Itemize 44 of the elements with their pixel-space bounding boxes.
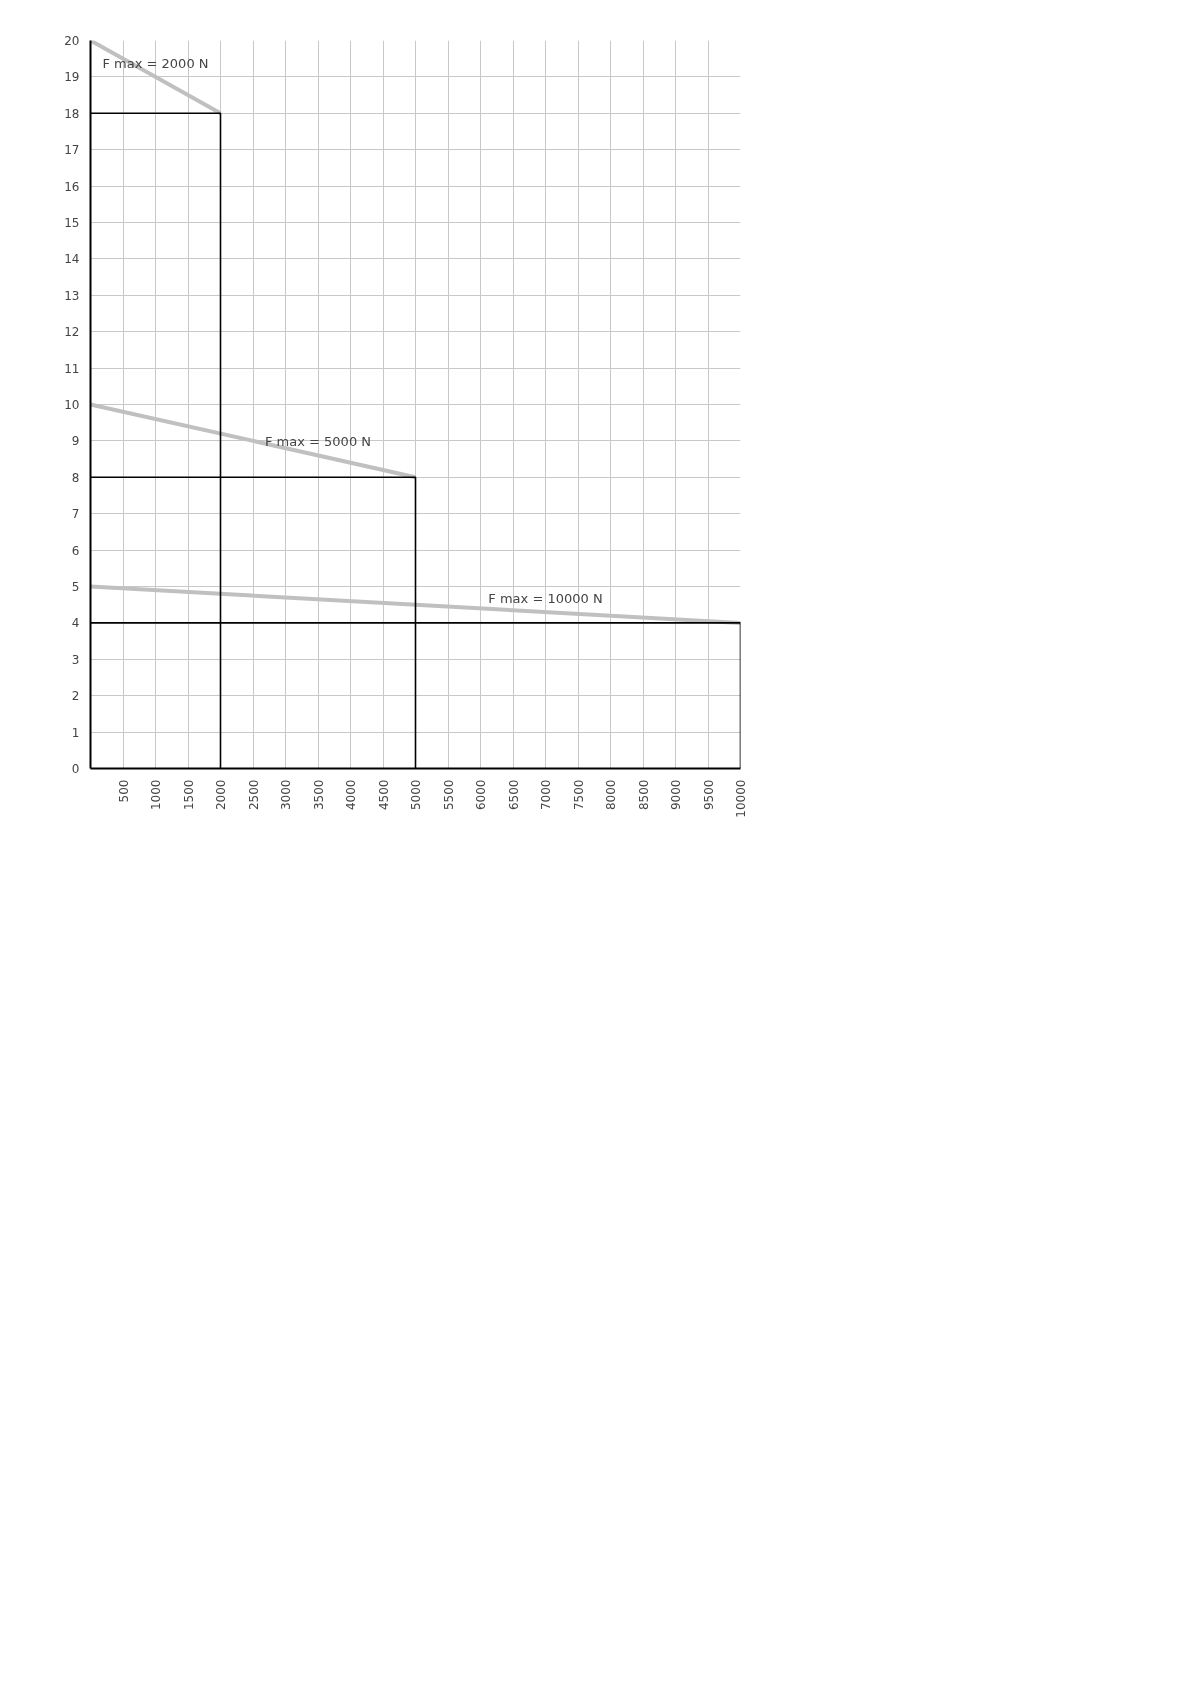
y-tick-label: 12 — [64, 325, 80, 340]
x-tick-label: 9000 — [669, 779, 683, 811]
x-tick-label: 1000 — [149, 779, 163, 811]
x-tick-label: 3000 — [279, 779, 293, 811]
x-tick-label: 2500 — [246, 779, 261, 811]
y-tick-label: 13 — [64, 288, 80, 303]
x-tick-label: 1500 — [181, 779, 196, 811]
x-tick-label: 8000 — [604, 779, 618, 811]
y-tick-label: 6 — [71, 543, 80, 558]
y-tick-label: 19 — [64, 70, 80, 85]
x-tick-label: 2000 — [214, 779, 228, 811]
x-tick-label: 6500 — [506, 779, 521, 811]
x-tick-label: 500 — [116, 779, 131, 803]
x-tick-label: 4000 — [344, 779, 358, 811]
x-tick-label: 7000 — [539, 779, 553, 811]
y-tick-label: 20 — [64, 34, 80, 48]
x-tick-label: 6000 — [474, 779, 488, 811]
y-tick-label: 0 — [71, 762, 80, 776]
y-tick-label: 10 — [64, 398, 80, 412]
y-tick-label: 4 — [71, 616, 80, 631]
y-tick-label: 18 — [64, 106, 80, 121]
y-tick-label: 16 — [64, 179, 80, 194]
x-tick-label: 5500 — [441, 779, 456, 811]
y-tick-label: 3 — [71, 652, 80, 667]
x-tick-label: 9500 — [701, 779, 716, 811]
y-tick-label: 9 — [71, 434, 80, 449]
x-tick-label: 5000 — [409, 779, 423, 811]
y-tick-label: 7 — [71, 507, 80, 522]
y-tick-label: 15 — [64, 216, 80, 230]
x-tick-label: 4500 — [376, 779, 391, 811]
y-tick-label: 11 — [64, 361, 80, 376]
y-tick-label: 5 — [71, 580, 80, 594]
x-tick-label: 7500 — [571, 779, 586, 811]
x-tick-label: 8500 — [636, 779, 651, 811]
annotation: F max = 2000 N — [102, 55, 209, 71]
x-tick-label: 3500 — [311, 779, 326, 811]
y-tick-label: 17 — [64, 143, 80, 158]
annotation: F max = 5000 N — [264, 434, 372, 450]
annotation: F max = 10000 N — [488, 590, 603, 606]
y-tick-label: 2 — [71, 689, 80, 704]
x-tick-label: 10000 — [734, 779, 748, 818]
y-tick-label: 8 — [71, 470, 80, 485]
y-tick-label: 1 — [71, 725, 80, 740]
y-tick-label: 14 — [64, 252, 80, 267]
